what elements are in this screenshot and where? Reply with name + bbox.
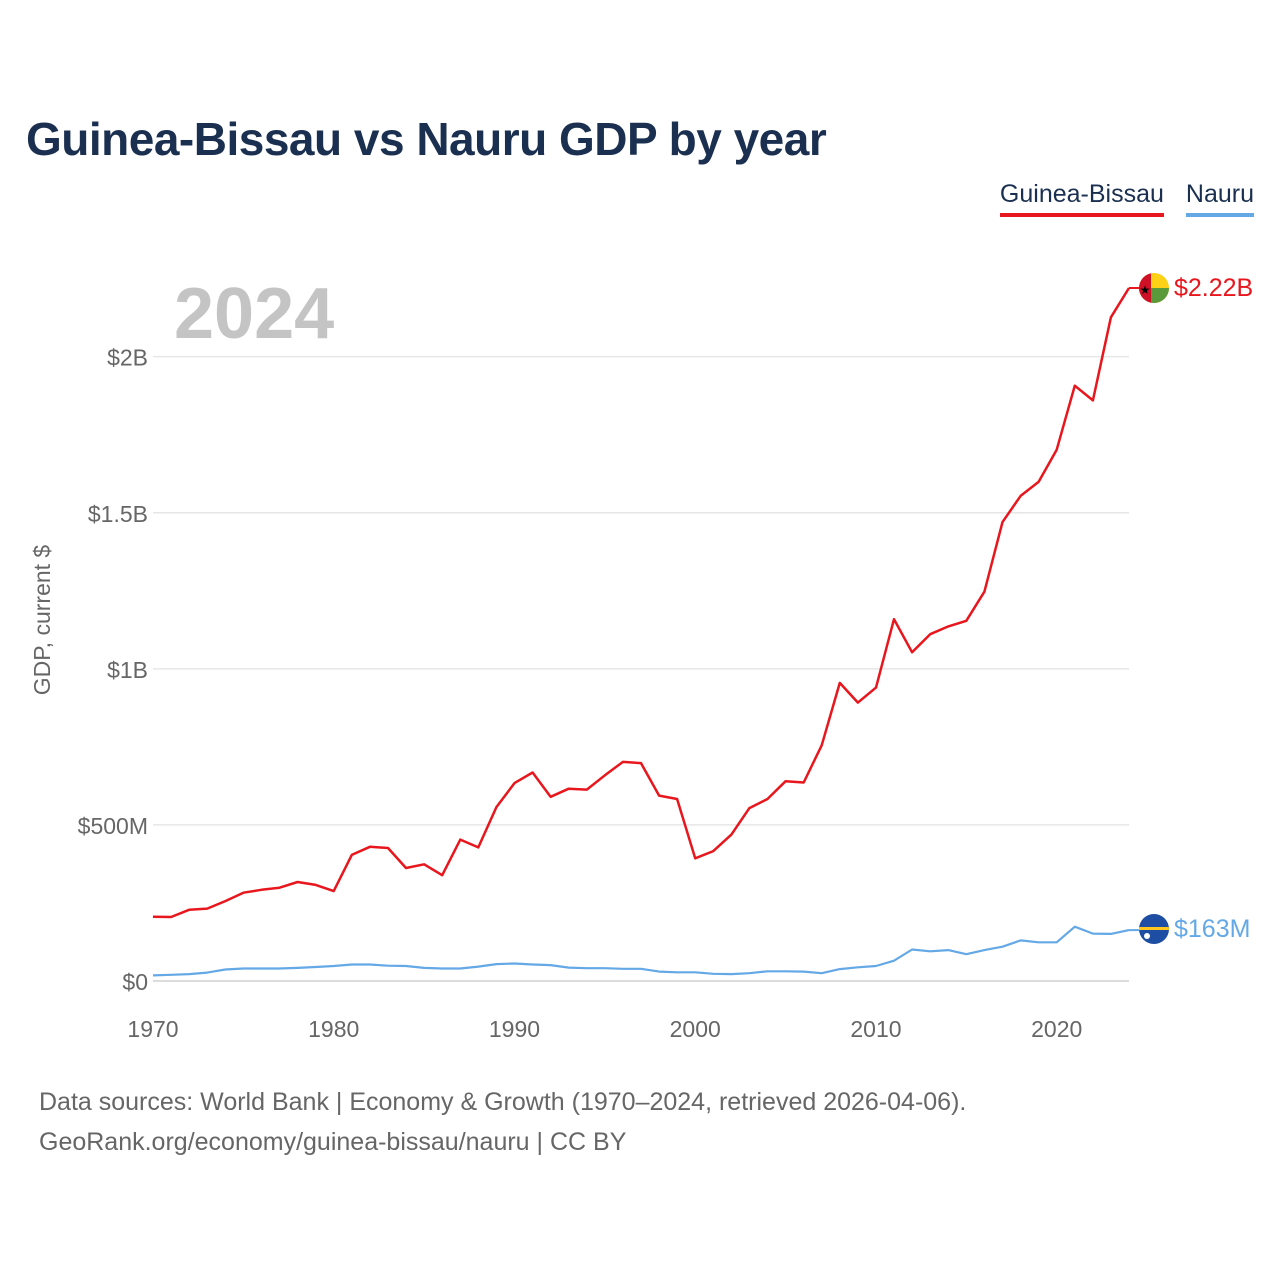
legend-item-guinea-bissau[interactable]: Guinea-Bissau bbox=[999, 180, 1164, 217]
svg-text:★: ★ bbox=[1140, 283, 1151, 297]
nauru-flag-icon bbox=[1139, 914, 1169, 944]
guinea-bissau-flag-icon: ★ bbox=[1139, 273, 1169, 303]
footer: Data sources: World Bank | Economy & Gro… bbox=[39, 1082, 966, 1162]
line-chart: 2024 $0 $500M $1B $1.5B $2B 1970 1980 1990 2000… bbox=[29, 273, 1253, 1042]
end-label-guinea-bissau: $2.22B bbox=[1174, 274, 1253, 302]
x-tick-label: 2020 bbox=[1031, 1016, 1082, 1042]
y-axis-ticks: $0 $500M $1B $1.5B $2B bbox=[78, 345, 148, 995]
series-line-guinea-bissau bbox=[152, 287, 1131, 919]
legend-item-nauru[interactable]: Nauru bbox=[1185, 180, 1254, 217]
series-line-nauru bbox=[152, 925, 1130, 977]
attribution-line: GeoRank.org/economy/guinea-bissau/nauru … bbox=[39, 1128, 627, 1156]
x-tick-label: 1980 bbox=[308, 1016, 359, 1042]
series-lines bbox=[152, 287, 1139, 977]
y-tick-label: $1B bbox=[107, 657, 148, 683]
x-axis-ticks: 1970 1980 1990 2000 2010 2020 bbox=[127, 1016, 1082, 1042]
x-tick-label: 2000 bbox=[670, 1016, 721, 1042]
gridlines bbox=[153, 355, 1129, 982]
x-tick-label: 2010 bbox=[850, 1016, 901, 1042]
end-label-nauru: $163M bbox=[1174, 915, 1250, 943]
year-watermark: 2024 bbox=[174, 274, 334, 354]
y-tick-label: $500M bbox=[78, 813, 148, 839]
x-tick-label: 1970 bbox=[127, 1016, 178, 1042]
y-axis-label: GDP, current $ bbox=[29, 545, 55, 696]
y-tick-label: $1.5B bbox=[88, 501, 148, 527]
y-tick-label: $2B bbox=[107, 345, 148, 371]
source-line: Data sources: World Bank | Economy & Gro… bbox=[39, 1088, 967, 1116]
x-tick-label: 1990 bbox=[489, 1016, 540, 1042]
legend: Guinea-Bissau Nauru bbox=[999, 180, 1254, 217]
y-tick-label: $0 bbox=[122, 969, 148, 995]
chart-title: Guinea-Bissau vs Nauru GDP by year bbox=[26, 113, 827, 165]
